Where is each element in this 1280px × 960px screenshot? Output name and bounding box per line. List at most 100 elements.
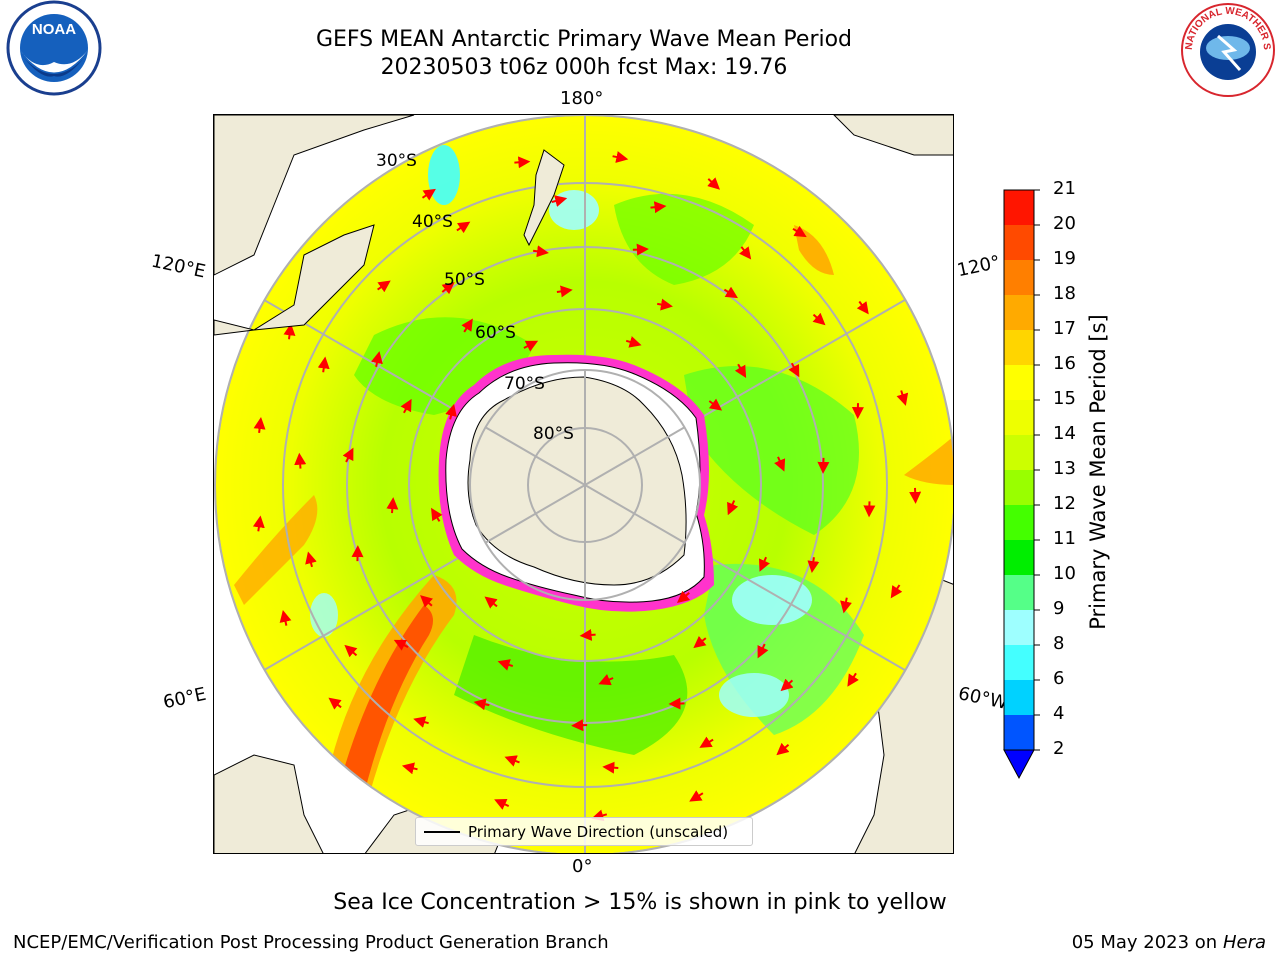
wave-direction-arrow [758, 556, 770, 572]
wave-direction-arrow [377, 280, 391, 293]
wave-direction-arrow [431, 507, 443, 522]
lat-label-60s: 60°S [475, 323, 516, 343]
colorbar-segment [1004, 610, 1034, 645]
wave-direction-arrow [890, 584, 903, 599]
wave-direction-arrow [386, 497, 399, 514]
wave-direction-arrow [504, 755, 520, 767]
colorbar-segment [1004, 575, 1034, 610]
lon-label-0: 0° [572, 856, 593, 877]
colorbar-tick-label: 12 [1053, 493, 1076, 514]
wave-direction-arrow [780, 678, 794, 692]
wave-direction-arrow [393, 639, 409, 651]
wave-direction-arrow [598, 674, 614, 686]
noaa-logo: NOAA [6, 0, 102, 96]
wave-direction-arrow [591, 809, 608, 822]
colorbar-tick-label: 16 [1053, 353, 1076, 374]
wave-direction-arrow [252, 515, 265, 532]
wave-direction-arrow [856, 300, 869, 315]
lon-label-120e: 120°E [149, 250, 208, 283]
footer-date-text: 05 May 2023 on [1071, 932, 1218, 953]
colorbar-segment [1004, 330, 1034, 365]
wave-direction-arrow [689, 790, 704, 802]
wave-direction-arrow [602, 761, 619, 774]
colorbar-tick-label: 2 [1053, 738, 1065, 759]
wave-direction-arrow [734, 363, 747, 378]
wave-direction-arrow [812, 312, 826, 326]
lat-label-70s: 70°S [504, 374, 545, 394]
wave-direction-arrow [625, 336, 642, 348]
wave-direction-arrow [847, 672, 859, 687]
wave-direction-arrow [461, 318, 473, 333]
legend-label: Primary Wave Direction (unscaled) [468, 823, 729, 841]
wave-direction-arrow [342, 447, 354, 463]
wave-direction-arrow [757, 643, 769, 659]
colorbar-tick-label: 21 [1053, 178, 1076, 199]
wave-direction-arrow [420, 595, 433, 608]
map-canvas [214, 115, 953, 853]
wave-direction-arrow [788, 362, 800, 378]
wave-direction-arrow [650, 201, 667, 214]
colorbar-tick-label: 10 [1053, 563, 1076, 584]
wave-direction-arrow [708, 398, 723, 411]
colorbar-segment [1004, 400, 1034, 435]
chart-subtitle: 20230503 t06z 000h fcst Max: 19.76 [380, 55, 788, 80]
footer-credit: NCEP/EMC/Verification Post Processing Pr… [13, 932, 609, 953]
map-legend: Primary Wave Direction (unscaled) [415, 817, 753, 846]
colorbar-tick-label: 4 [1053, 703, 1065, 724]
wave-direction-arrow [579, 628, 596, 641]
wave-direction-arrow [497, 659, 514, 671]
wave-direction-arrow [693, 635, 707, 649]
wave-direction-arrow [523, 340, 539, 352]
wave-direction-arrow [632, 243, 649, 256]
lon-label-180: 180° [560, 88, 604, 109]
wave-direction-arrow [494, 798, 510, 810]
colorbar [1003, 189, 1040, 780]
wave-direction-arrow [556, 285, 573, 298]
colorbar-tick-label: 11 [1053, 528, 1076, 549]
wave-direction-arrow [551, 195, 568, 207]
colorbar-segment [1004, 680, 1034, 715]
colorbar-segment [1004, 295, 1034, 330]
colorbar-tick-label: 9 [1053, 598, 1065, 619]
colorbar-segment [1004, 540, 1034, 575]
colorbar-segment [1004, 260, 1034, 295]
footer-machine: Hera [1222, 932, 1266, 953]
wave-direction-arrow [413, 716, 429, 728]
wave-direction-arrow [727, 500, 739, 516]
wave-direction-arrow [279, 609, 292, 626]
wave-direction-arrow [657, 298, 673, 311]
colorbar-tick-label: 19 [1053, 248, 1076, 269]
colorbar-tick-label: 17 [1053, 318, 1076, 339]
colorbar-tick-label: 20 [1053, 213, 1076, 234]
wave-direction-arrow [484, 596, 498, 609]
wave-direction-arrow [514, 156, 531, 169]
wave-direction-arrow [473, 698, 490, 711]
wave-direction-arrow [840, 597, 852, 614]
lat-label-30s: 30°S [376, 151, 417, 171]
wave-direction-arrow [253, 417, 266, 434]
wave-direction-arrow [676, 590, 691, 604]
colorbar-underflow [1003, 749, 1035, 780]
sea-ice-note: Sea Ice Concentration > 15% is shown in … [333, 890, 947, 915]
wave-direction-arrow [283, 323, 296, 340]
colorbar-segment [1004, 645, 1034, 680]
colorbar-tick-label: 6 [1053, 668, 1065, 689]
colorbar-title: Primary Wave Mean Period [s] [1086, 314, 1110, 630]
lon-label-60e: 60°E [161, 683, 208, 714]
footer-date: 05 May 2023 on Hera [1072, 932, 1266, 953]
wave-direction-arrow [532, 245, 549, 258]
wave-direction-arrow [294, 452, 307, 469]
wave-direction-arrow [401, 762, 418, 775]
colorbar-segment [1004, 715, 1034, 750]
chart-title: GEFS MEAN Antarctic Primary Wave Mean Pe… [315, 27, 853, 52]
colorbar-tick-label: 8 [1053, 633, 1065, 654]
wave-direction-arrow [612, 151, 629, 163]
wave-direction-arrow [774, 456, 786, 472]
wave-direction-arrow [723, 286, 738, 299]
wave-direction-arrow [445, 403, 457, 420]
wave-direction-arrow [776, 742, 790, 756]
wave-direction-arrow [896, 390, 909, 406]
wave-direction-arrow [707, 177, 720, 190]
colorbar-tick-label: 15 [1053, 388, 1076, 409]
wave-direction-arrow [699, 736, 714, 748]
